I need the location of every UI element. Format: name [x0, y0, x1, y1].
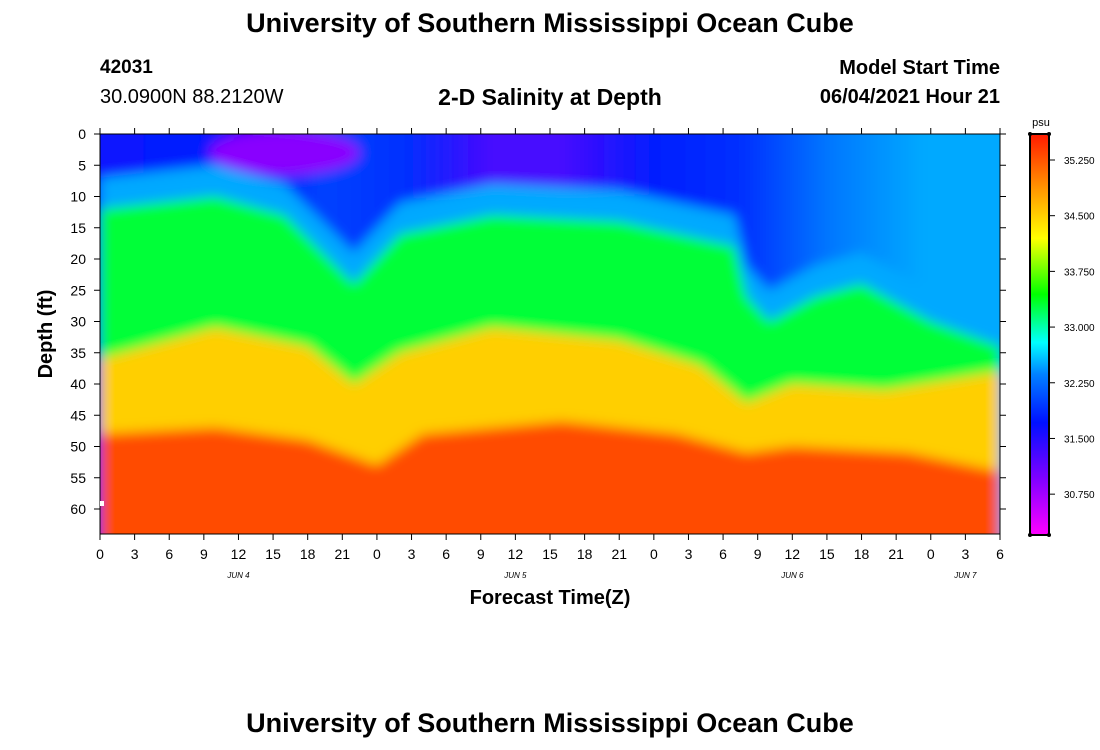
- x-tick-label: 15: [819, 546, 835, 562]
- isohaline-band: [100, 421, 1000, 534]
- x-tick-label: 12: [231, 546, 247, 562]
- y-tick-label: 45: [70, 407, 86, 423]
- colorbar-tick-label: 32.250: [1064, 379, 1095, 390]
- x-axis: 0 3 6 9 12 15 18 21 0 3 6 9 12 15 18 21 0 3 6 9 12 15 18 21 0 3 6: [96, 534, 1004, 562]
- colorbar-tick-label: 33.000: [1064, 323, 1095, 334]
- station-id: 42031: [100, 57, 153, 78]
- colorbar-corner: [1028, 533, 1032, 537]
- y-tick-label: 40: [70, 376, 86, 392]
- station-coordinates: 30.0900N 88.2120W: [100, 86, 284, 108]
- x-tick-label: 0: [927, 546, 935, 562]
- x-tick-label: 21: [888, 546, 904, 562]
- x-tick-label: 6: [719, 546, 727, 562]
- footer-title: University of Southern Mississippi Ocean…: [246, 708, 854, 738]
- model-start-label: Model Start Time: [839, 57, 1000, 79]
- x-tick-label: 15: [542, 546, 558, 562]
- day-label: JUN 6: [780, 571, 804, 580]
- x-tick-label: 3: [961, 546, 969, 562]
- x-tick-label: 0: [650, 546, 658, 562]
- x-tick-label: 18: [854, 546, 870, 562]
- y-tick-label: 30: [70, 314, 86, 330]
- colorbar-corner: [1028, 132, 1032, 136]
- y-tick-label: 5: [78, 157, 86, 173]
- colorbar-corner: [1047, 533, 1051, 537]
- x-tick-label: 0: [373, 546, 381, 562]
- x-tick-label: 9: [477, 546, 485, 562]
- y-tick-label: 25: [70, 282, 86, 298]
- x-tick-label: 21: [611, 546, 627, 562]
- x-tick-label: 6: [996, 546, 1004, 562]
- x-tick-label: 3: [685, 546, 693, 562]
- x-tick-label: 3: [408, 546, 416, 562]
- x-tick-label: 18: [300, 546, 316, 562]
- x-tick-label: 0: [96, 546, 104, 562]
- x-tick-label: 12: [785, 546, 801, 562]
- x-tick-label: 18: [577, 546, 593, 562]
- colorbar-ramp: [1029, 133, 1050, 536]
- y-tick-label: 35: [70, 345, 86, 361]
- x-tick-label: 9: [754, 546, 762, 562]
- day-label: JUN 7: [953, 571, 977, 580]
- colorbar-tick-label: 34.500: [1064, 212, 1095, 223]
- colorbar-tick-label: 30.750: [1064, 490, 1095, 501]
- day-label: JUN 4: [226, 571, 250, 580]
- marker-dot: [100, 501, 104, 506]
- model-start-value: 06/04/2021 Hour 21: [819, 86, 1000, 108]
- y-tick-label: 0: [78, 126, 86, 142]
- y-tick-label: 10: [70, 189, 86, 205]
- x-tick-label: 21: [335, 546, 351, 562]
- colorbar: psu 35.250 34.500 33.750 33.000 32.250 31.500…: [1028, 117, 1095, 537]
- y-tick-label: 50: [70, 439, 86, 455]
- colorbar-tick-label: 33.750: [1064, 267, 1095, 278]
- y-tick-label: 15: [70, 220, 86, 236]
- x-tick-label: 6: [442, 546, 450, 562]
- y-axis-label: Depth (ft): [35, 290, 57, 379]
- x-tick-label: 3: [131, 546, 139, 562]
- day-labels: JUN 4 JUN 5 JUN 6 JUN 7: [226, 571, 977, 580]
- colorbar-tick-label: 31.500: [1064, 434, 1095, 445]
- colorbar-unit: psu: [1032, 117, 1050, 129]
- x-axis-label: Forecast Time(Z): [470, 587, 631, 609]
- y-tick-label: 60: [70, 501, 86, 517]
- plot-title: 2-D Salinity at Depth: [438, 84, 662, 110]
- y-tick-label: 55: [70, 470, 86, 486]
- x-tick-label: 6: [165, 546, 173, 562]
- page-title: University of Southern Mississippi Ocean…: [246, 8, 854, 38]
- x-tick-label: 12: [508, 546, 524, 562]
- top-ticks: [99, 128, 1001, 134]
- colorbar-tick-label: 35.250: [1064, 156, 1095, 167]
- day-label: JUN 5: [503, 571, 527, 580]
- x-tick-label: 15: [265, 546, 281, 562]
- x-tick-label: 9: [200, 546, 208, 562]
- y-tick-label: 20: [70, 251, 86, 267]
- colorbar-corner: [1047, 132, 1051, 136]
- heatmap-field: [100, 134, 1000, 534]
- right-ticks: [1000, 133, 1006, 510]
- low-salinity-patch: [209, 134, 360, 175]
- y-axis: 0 5 10 15 20 25 30 35 40 45 50 55 60: [70, 126, 100, 517]
